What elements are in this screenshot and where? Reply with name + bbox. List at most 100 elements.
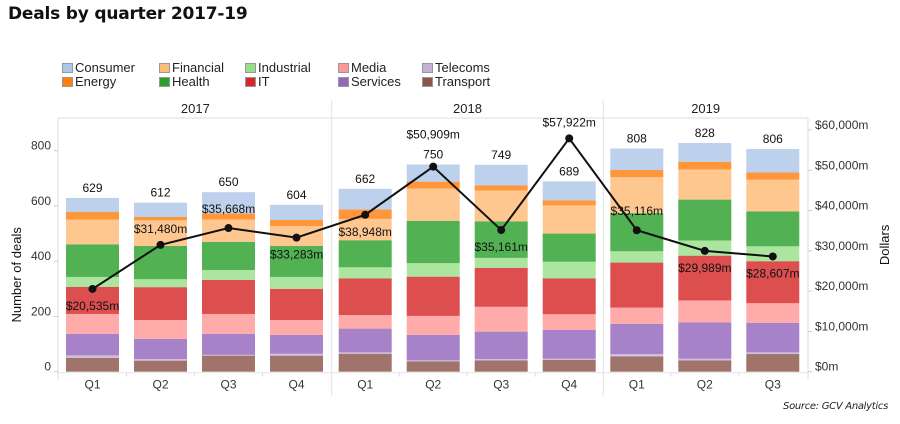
legend-item-media[interactable]: Media	[338, 61, 386, 74]
bar-stack[interactable]	[474, 164, 528, 372]
legend-swatch	[62, 62, 73, 73]
bar-segment-health	[66, 244, 119, 277]
bar-segment-energy	[406, 181, 460, 189]
legend-item-it[interactable]: IT	[245, 75, 270, 88]
bar-segment-media	[746, 303, 800, 323]
legend-item-consumer[interactable]: Consumer	[62, 61, 135, 74]
bar-segment-it	[474, 267, 528, 307]
bar-stack[interactable]	[678, 142, 732, 372]
legend-item-health[interactable]: Health	[159, 75, 210, 88]
y-tick-label: 200	[31, 304, 51, 318]
quarter-label: Q4	[561, 378, 577, 392]
bar-segment-services	[542, 329, 596, 359]
bar-segment-consumer	[474, 164, 528, 186]
dollar-label: $31,480m	[134, 222, 187, 236]
bar-segment-services	[746, 322, 800, 353]
total-label: 828	[695, 126, 715, 140]
dollar-label: $35,668m	[202, 202, 255, 216]
y2-tick-label: $40,000m	[815, 199, 868, 213]
legend-item-services[interactable]: Services	[338, 75, 401, 88]
bar-segment-services	[678, 322, 732, 359]
bar-segment-telecoms	[542, 358, 596, 360]
dollar-point	[632, 226, 641, 235]
bar-stack[interactable]	[610, 148, 664, 372]
dollar-label: $35,161m	[475, 240, 528, 254]
y2-tick-label: $20,000m	[815, 279, 868, 293]
dollar-point	[361, 210, 370, 219]
bar-segment-industrial	[610, 251, 664, 263]
bar-segment-energy	[746, 172, 800, 180]
y-tick-label: 600	[31, 194, 51, 208]
total-label: 750	[423, 148, 443, 162]
bar-segment-media	[678, 300, 732, 323]
legend-item-transport[interactable]: Transport	[422, 75, 490, 88]
total-labels: 629 612 650 604 662 750 749 689 808 828 806	[82, 126, 783, 202]
legend-label: Health	[172, 74, 210, 89]
bar-segment-energy	[474, 185, 528, 191]
bar-segment-transport	[66, 357, 119, 372]
bar-segment-it	[134, 287, 187, 321]
total-label: 604	[286, 188, 306, 202]
bar-stack[interactable]	[270, 204, 323, 372]
bar-segment-services	[134, 338, 187, 359]
dollar-point	[768, 252, 777, 261]
quarter-label: Q3	[220, 378, 236, 392]
y-tick-label: 800	[31, 139, 51, 153]
bar-segment-financial	[542, 205, 596, 234]
bar-segment-media	[338, 315, 392, 329]
legend-label: Transport	[435, 74, 491, 89]
year-header: 2018	[453, 101, 482, 116]
bar-stack[interactable]	[746, 149, 800, 372]
total-label: 612	[150, 186, 170, 200]
bar-stack[interactable]	[542, 181, 596, 372]
dollar-point	[565, 134, 574, 143]
bar-stack[interactable]	[134, 202, 187, 372]
bar-stack[interactable]	[202, 192, 255, 372]
year-header: 2019	[691, 101, 720, 116]
bar-segment-industrial	[270, 276, 323, 289]
bar-segment-energy	[202, 213, 255, 220]
bar-segment-telecoms	[270, 353, 323, 356]
bar-segment-industrial	[406, 263, 460, 277]
bar-segment-telecoms	[610, 354, 664, 357]
total-label: 662	[355, 172, 375, 186]
legend-label: IT	[258, 74, 270, 89]
bar-segment-services	[66, 333, 119, 356]
legend-item-telecoms[interactable]: Telecoms	[422, 61, 490, 74]
bar-segment-telecoms	[474, 358, 528, 361]
bar-segment-media	[542, 314, 596, 330]
bar-segment-it	[202, 279, 255, 314]
dollar-label: $50,909m	[407, 128, 460, 142]
bar-segment-energy	[270, 220, 323, 227]
legend-label: Energy	[75, 74, 117, 89]
legend-swatch	[159, 62, 170, 73]
legend-item-energy[interactable]: Energy	[62, 75, 116, 88]
bar-segment-energy	[678, 161, 732, 170]
source-note: Source: GCV Analytics	[783, 401, 888, 412]
bar-segment-telecoms	[678, 358, 732, 361]
bar-segment-services	[406, 334, 460, 361]
bar-segment-industrial	[202, 270, 255, 280]
bar-stack[interactable]	[406, 164, 460, 372]
bar-segment-media	[270, 320, 323, 335]
bar-segment-health	[406, 220, 460, 264]
dollar-label: $35,116m	[611, 204, 663, 218]
quarter-label: Q2	[152, 378, 168, 392]
y2-tick-label: $0m	[815, 360, 838, 374]
bar-segment-health	[746, 211, 800, 247]
bar-stack[interactable]	[66, 197, 119, 372]
legend-item-industrial[interactable]: Industrial	[245, 61, 311, 74]
dollar-label: $20,535m	[66, 299, 119, 313]
bar-segment-telecoms	[338, 352, 392, 354]
legend-item-financial[interactable]: Financial	[159, 61, 224, 74]
bar-segment-telecoms	[66, 355, 119, 358]
bar-segment-transport	[474, 360, 528, 372]
legend-swatch	[338, 62, 349, 73]
bar-segment-it	[542, 278, 596, 315]
bar-segment-health	[338, 240, 392, 268]
total-label: 806	[763, 132, 783, 146]
total-label: 629	[82, 181, 102, 195]
chart-frame: 2017 2018 2019	[57, 100, 809, 396]
bar-stack[interactable]	[338, 188, 392, 372]
quarter-label: Q2	[425, 378, 441, 392]
